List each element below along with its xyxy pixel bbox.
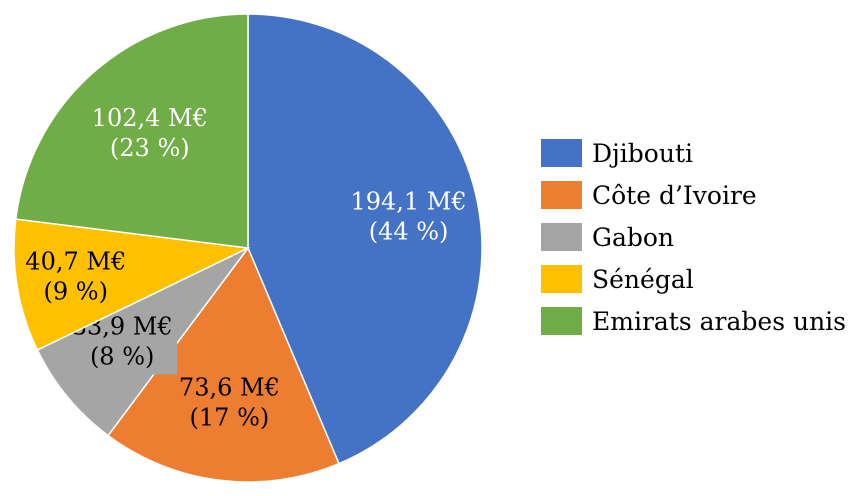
legend-swatch [541,139,582,167]
pie-slice-0 [247,13,483,465]
legend-item-2: Gabon [541,216,846,258]
slice-percent-label: (23 %) [110,134,190,162]
pie-slice-1 [107,246,340,483]
slice-value-label: 40,7 M€ [25,247,126,275]
legend-item-1: Côte d’Ivoire [541,174,846,216]
legend-item-3: Sénégal [541,258,846,300]
slice-percent-label: (17 %) [190,403,270,431]
slice-percent-label: (44 %) [369,218,449,246]
slice-label-3: 40,7 M€(9 %) [25,247,126,305]
legend-item-4: Emirats arabes unis [541,300,846,342]
legend-swatch [541,307,582,335]
legend-label: Gabon [592,222,675,252]
legend: Djibouti Côte d’Ivoire Gabon Sénégal Emirats… [541,132,846,342]
legend-item-0: Djibouti [541,132,846,174]
legend-swatch [541,223,582,251]
slice-value-label: 73,6 M€ [179,373,280,401]
legend-label: Djibouti [592,138,693,168]
slice-percent-label: (8 %) [90,342,154,370]
legend-swatch [541,265,582,293]
slice-value-label: 102,4 M€ [92,104,208,132]
slice-label-1: 73,6 M€(17 %) [179,373,280,431]
slice-label-4: 102,4 M€(23 %) [92,104,208,162]
pie-slice-4 [14,13,249,249]
slice-label-0: 194,1 M€(44 %) [350,188,466,246]
legend-label: Sénégal [592,264,694,294]
slice-percent-label: (9 %) [44,277,108,305]
legend-swatch [541,181,582,209]
pie-slice-3 [13,218,251,352]
legend-label: Emirats arabes unis [592,306,846,336]
slice-value-label: 194,1 M€ [350,188,466,216]
legend-label: Côte d’Ivoire [592,180,757,210]
